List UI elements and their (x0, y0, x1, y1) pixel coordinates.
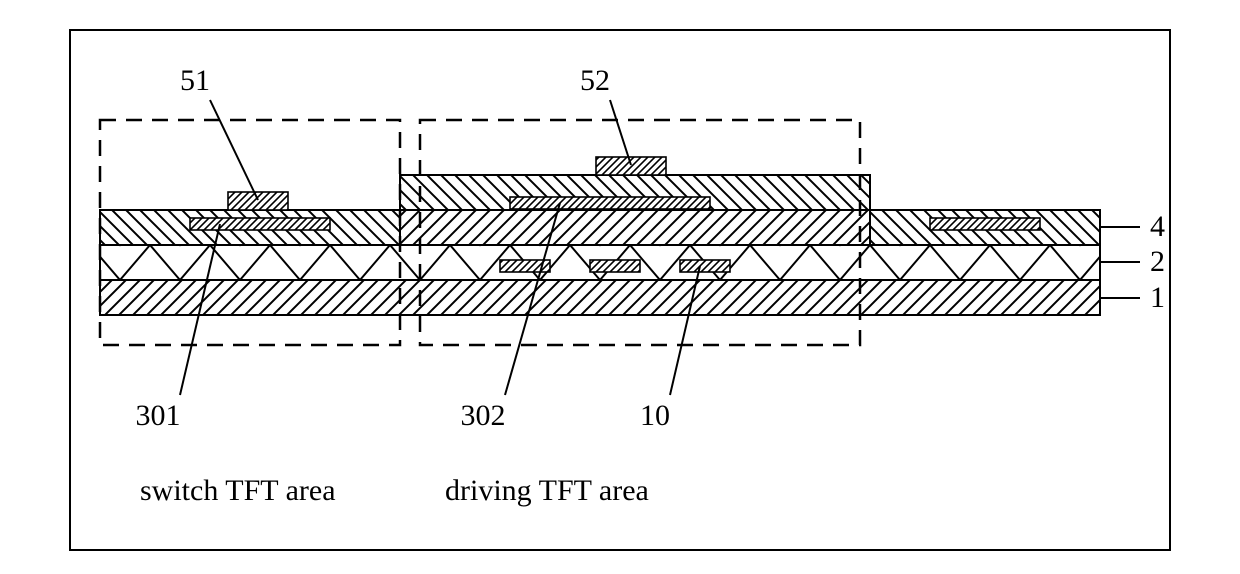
ref-52-label: 52 (580, 64, 610, 97)
active-302 (510, 197, 710, 209)
active-301 (190, 218, 330, 230)
ref-1-label: 1 (1150, 281, 1165, 314)
ref-52-leader (610, 100, 631, 165)
ref-4-label: 4 (1150, 210, 1165, 243)
ref-301-label: 301 (136, 399, 181, 432)
gate-51 (228, 192, 288, 210)
switch-tft-caption: switch TFT area (140, 474, 336, 507)
driving-layer-lower (400, 210, 870, 245)
gate-52 (596, 157, 666, 175)
ref-10-label: 10 (640, 399, 670, 432)
ref-51-leader (210, 100, 258, 200)
driving-tft-caption: driving TFT area (445, 474, 649, 507)
poly-10-2 (680, 260, 730, 272)
ref-302-label: 302 (461, 399, 506, 432)
layer-1-substrate (100, 280, 1100, 315)
ref-51-label: 51 (180, 64, 210, 97)
poly-10-1 (590, 260, 640, 272)
ref-2-label: 2 (1150, 245, 1165, 278)
active-right (930, 218, 1040, 230)
